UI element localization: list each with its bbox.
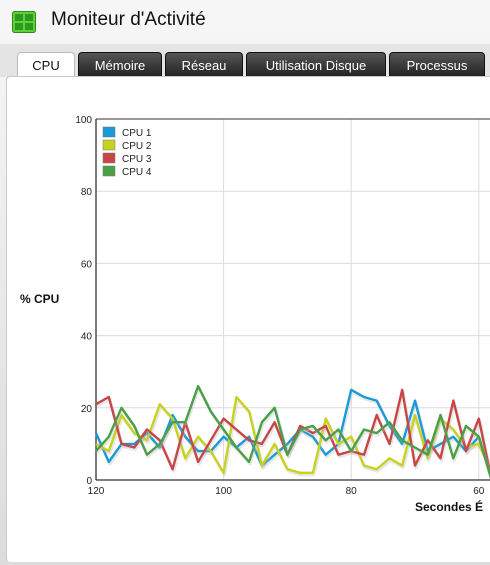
y-tick-label: 60 — [81, 259, 93, 270]
window-header: Moniteur d'Activité — [0, 0, 490, 44]
x-tick-label: 80 — [346, 486, 358, 497]
tab-memoire[interactable]: Mémoire — [78, 52, 162, 77]
y-tick-label: 100 — [75, 115, 92, 126]
series-shadow-4 — [95, 386, 490, 479]
window-title: Moniteur d'Activité — [51, 9, 206, 30]
tab-utilisation-disque[interactable]: Utilisation Disque — [246, 52, 386, 77]
series-line-cpu-3 — [95, 388, 490, 479]
cpu-panel: 0 20 40 60 80 100 120 100 80 60 % CPU Secondes É CPU… — [6, 76, 490, 562]
tab-cpu[interactable]: CPU — [17, 52, 75, 77]
legend-swatch-cpu-4 — [102, 165, 116, 177]
series-line-cpu-4 — [95, 384, 490, 479]
x-tick-label: 100 — [215, 486, 232, 497]
legend-label-cpu-4: CPU 4 — [122, 167, 152, 178]
legend-label-cpu-2: CPU 2 — [122, 141, 152, 152]
legend-label-cpu-3: CPU 3 — [122, 154, 152, 165]
legend-swatch-cpu-1 — [102, 126, 116, 138]
legend-swatch-cpu-3 — [102, 152, 116, 164]
y-tick-label: 0 — [86, 476, 92, 487]
tab-reseau[interactable]: Réseau — [165, 52, 243, 77]
tab-processus[interactable]: Processus — [389, 52, 485, 77]
y-axis-label: % CPU — [20, 292, 59, 306]
y-tick-label: 40 — [81, 332, 93, 343]
legend-label-cpu-1: CPU 1 — [122, 128, 152, 139]
x-tick-label: 120 — [88, 486, 105, 497]
x-axis-label: Secondes É — [415, 499, 483, 514]
cpu-chart: 0 20 40 60 80 100 120 100 80 60 % CPU Secondes É CPU… — [20, 115, 490, 514]
activity-monitor-icon — [12, 11, 36, 33]
series-line-cpu-2 — [95, 395, 490, 474]
legend-swatch-cpu-2 — [102, 139, 116, 151]
y-tick-label: 20 — [81, 404, 93, 415]
y-tick-label: 80 — [81, 187, 93, 198]
x-tick-label: 60 — [473, 486, 485, 497]
